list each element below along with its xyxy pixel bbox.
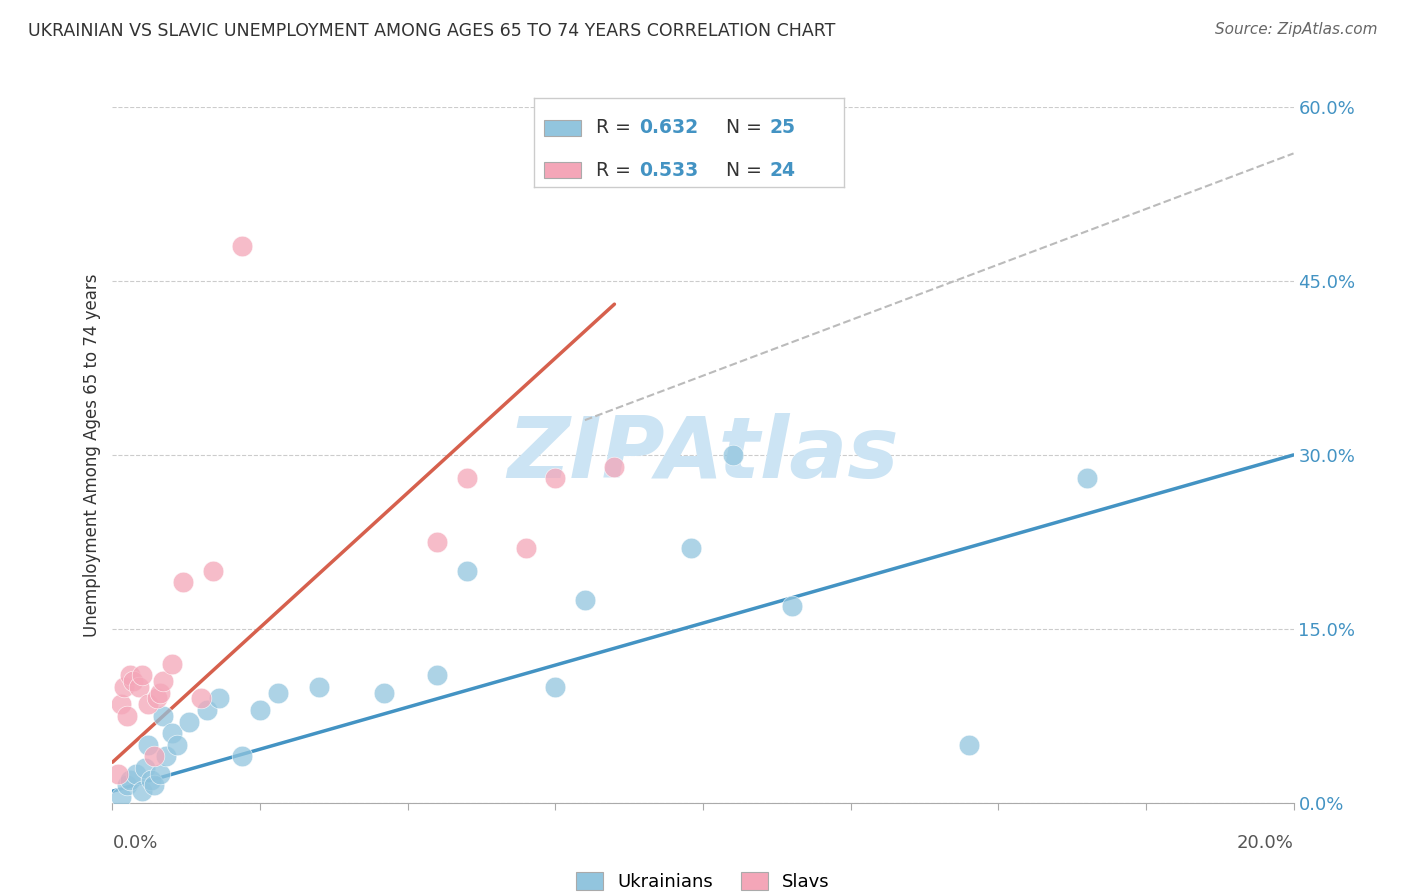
Point <box>107 766 129 781</box>
Point <box>117 778 138 793</box>
Point <box>195 703 218 717</box>
Point <box>190 691 212 706</box>
Text: R =: R = <box>596 118 637 137</box>
Point <box>544 471 567 485</box>
Point <box>208 691 231 706</box>
Point <box>117 708 138 723</box>
Point <box>160 726 183 740</box>
Point <box>1076 471 1098 485</box>
Text: ZIPAtlas: ZIPAtlas <box>508 413 898 497</box>
Point <box>681 541 703 555</box>
Point <box>456 471 478 485</box>
Point <box>721 448 744 462</box>
Point <box>134 761 156 775</box>
Point <box>131 784 153 798</box>
Point <box>456 564 478 578</box>
Point <box>544 680 567 694</box>
Point <box>780 599 803 613</box>
Point <box>574 592 596 607</box>
Point <box>152 674 174 689</box>
Point <box>426 668 449 682</box>
Point <box>152 708 174 723</box>
Text: Source: ZipAtlas.com: Source: ZipAtlas.com <box>1215 22 1378 37</box>
Point <box>149 766 172 781</box>
Text: 24: 24 <box>769 161 796 180</box>
Point <box>110 698 132 712</box>
Point <box>142 778 165 793</box>
Text: UKRAINIAN VS SLAVIC UNEMPLOYMENT AMONG AGES 65 TO 74 YEARS CORRELATION CHART: UKRAINIAN VS SLAVIC UNEMPLOYMENT AMONG A… <box>28 22 835 40</box>
Text: N =: N = <box>725 118 768 137</box>
Text: R =: R = <box>596 161 637 180</box>
Text: 0.0%: 0.0% <box>112 834 157 852</box>
Point <box>308 680 330 694</box>
Point <box>267 685 290 699</box>
Point <box>136 738 159 752</box>
Text: 0.632: 0.632 <box>640 118 699 137</box>
Point <box>155 749 177 764</box>
Text: 20.0%: 20.0% <box>1237 834 1294 852</box>
Y-axis label: Unemployment Among Ages 65 to 74 years: Unemployment Among Ages 65 to 74 years <box>83 273 101 637</box>
Point <box>142 749 165 764</box>
Point <box>515 541 537 555</box>
Point <box>125 766 148 781</box>
Point <box>160 657 183 671</box>
Point <box>146 691 169 706</box>
Point <box>201 564 224 578</box>
Text: N =: N = <box>725 161 768 180</box>
Point <box>128 680 150 694</box>
Point <box>131 668 153 682</box>
Bar <box>544 120 581 136</box>
Legend: Ukrainians, Slavs: Ukrainians, Slavs <box>569 864 837 892</box>
Point <box>957 738 980 752</box>
Point <box>179 714 201 729</box>
Bar <box>544 162 581 178</box>
Point <box>110 790 132 805</box>
Point <box>172 575 194 590</box>
Point <box>603 459 626 474</box>
Point <box>231 239 253 253</box>
Point <box>426 534 449 549</box>
Point <box>249 703 271 717</box>
Point <box>112 680 135 694</box>
Point <box>139 772 162 787</box>
Point <box>122 674 145 689</box>
Text: 0.533: 0.533 <box>640 161 699 180</box>
Point <box>166 738 188 752</box>
Point <box>120 772 142 787</box>
Text: 25: 25 <box>769 118 796 137</box>
Point <box>373 685 395 699</box>
Point <box>120 668 142 682</box>
Point <box>136 698 159 712</box>
Point <box>149 685 172 699</box>
Point <box>231 749 253 764</box>
